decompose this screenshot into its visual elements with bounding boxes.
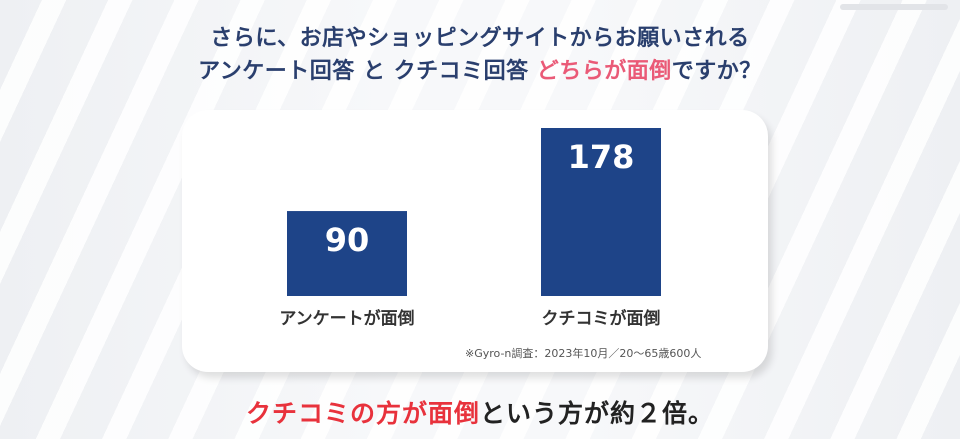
category-label-2: クチコミが面倒 xyxy=(542,308,661,329)
conclusion-accent: クチコミの方が面倒 xyxy=(245,399,480,428)
bar-value-label-2: 178 xyxy=(568,138,635,176)
conclusion-rest: という方が約２倍。 xyxy=(480,399,715,428)
chart-card xyxy=(182,110,768,372)
chart-bars: 90 アンケートが面倒 178 クチコミが面倒 xyxy=(279,128,661,329)
heading-line-1: さらに、お店やショッピングサイトからお願いされる xyxy=(210,26,750,51)
bar-2 xyxy=(541,128,661,296)
bar-value-label-1: 90 xyxy=(325,221,370,259)
bar-1 xyxy=(287,211,407,296)
heading-line-2-prefix: アンケート回答 と クチコミ回答 xyxy=(198,59,537,84)
heading-line-2: アンケート回答 と クチコミ回答 どちらが面倒ですか？ xyxy=(0,55,960,88)
category-label-1: アンケートが面倒 xyxy=(279,308,414,329)
survey-note: ※Gyro-n調査：2023年10月／20〜65歳600人 xyxy=(465,347,702,360)
heading-accent: どちらが面倒 xyxy=(536,59,672,84)
heading-line-2-suffix: ですか？ xyxy=(671,59,762,84)
conclusion-text: クチコミの方が面倒という方が約２倍。 xyxy=(0,394,960,430)
corner-decoration xyxy=(840,4,948,10)
page-heading: さらに、お店やショッピングサイトからお願いされる アンケート回答 と クチコミ回… xyxy=(0,22,960,88)
